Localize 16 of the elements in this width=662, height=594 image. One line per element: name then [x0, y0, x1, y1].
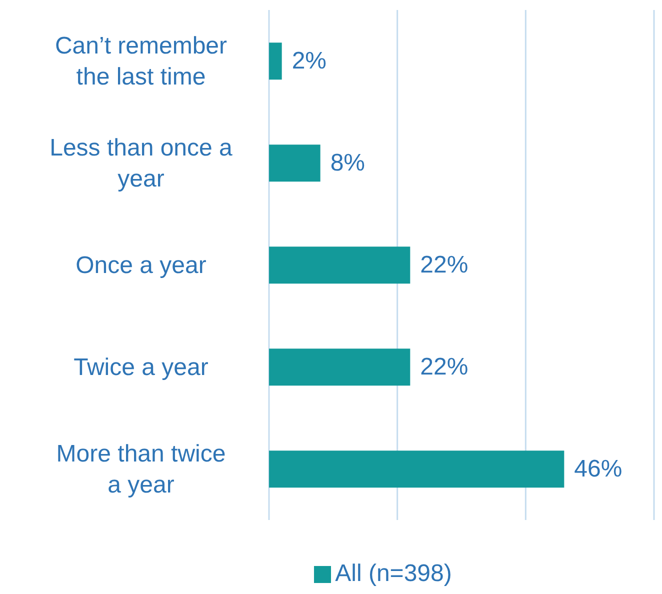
y-tick-label: Less than once a year — [50, 134, 234, 192]
data-label: 46% — [574, 456, 622, 483]
y-tick-label: Twice a year — [74, 354, 208, 380]
y-tick-label: More than twice a year — [56, 440, 226, 498]
data-label: 8% — [330, 150, 366, 177]
bar — [269, 144, 320, 182]
legend-label: All (n=398) — [335, 560, 452, 587]
bar — [269, 348, 410, 386]
y-tick-label: Can’t remember the last time — [54, 32, 228, 90]
data-label: 22% — [420, 354, 468, 381]
bar — [269, 42, 282, 80]
bar — [269, 246, 410, 284]
data-label: 2% — [292, 48, 327, 75]
bar — [269, 450, 564, 488]
data-label: 22% — [420, 252, 468, 279]
y-tick-label: Once a year — [76, 252, 206, 278]
